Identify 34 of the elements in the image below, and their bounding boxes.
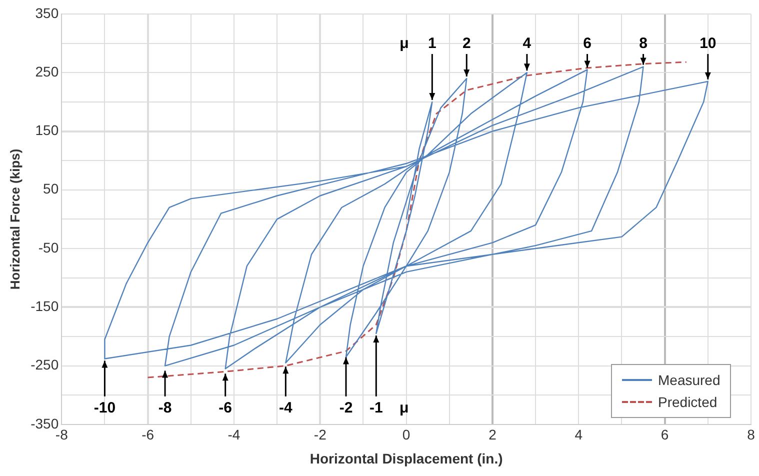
legend-label: Measured [658, 372, 720, 388]
annotation: 8 [639, 35, 648, 52]
annotation: μ [400, 400, 409, 417]
x-tick-label: 6 [660, 426, 669, 443]
y-axis-title: Horizontal Force (kips) [7, 148, 22, 290]
annotation: -8 [158, 400, 172, 417]
annotation: 4 [522, 35, 532, 52]
x-tick-label: -4 [228, 426, 240, 443]
y-tick-label: -250 [30, 356, 59, 373]
x-tick-label: 2 [488, 426, 497, 443]
x-tick-label: -2 [314, 426, 327, 443]
x-tick-label: 0 [402, 426, 410, 443]
x-tick-label: 8 [747, 426, 756, 443]
y-tick-label: -350 [30, 415, 59, 432]
y-tick-label: -150 [30, 298, 59, 314]
y-tick-label: 150 [35, 122, 59, 138]
x-axis-title: Horizontal Displacement (in.) [310, 450, 503, 466]
y-tick-label: -50 [38, 239, 59, 256]
y-tick-label: 50 [43, 180, 59, 197]
annotation: μ [400, 35, 409, 52]
x-tick-label: 4 [574, 426, 583, 443]
annotation: -4 [278, 400, 293, 417]
legend-label: Predicted [658, 394, 718, 410]
annotation: 1 [428, 35, 436, 52]
annotation: -10 [94, 400, 116, 417]
annotation: 10 [700, 35, 716, 52]
y-tick-label: 350 [35, 4, 59, 21]
annotation: -1 [369, 400, 383, 417]
x-tick-label: -6 [142, 426, 154, 443]
annotation: -2 [339, 400, 353, 417]
annotation: -6 [218, 400, 232, 417]
annotation: 6 [583, 35, 592, 52]
y-tick-label: 250 [35, 63, 59, 80]
annotation: 2 [462, 35, 471, 52]
